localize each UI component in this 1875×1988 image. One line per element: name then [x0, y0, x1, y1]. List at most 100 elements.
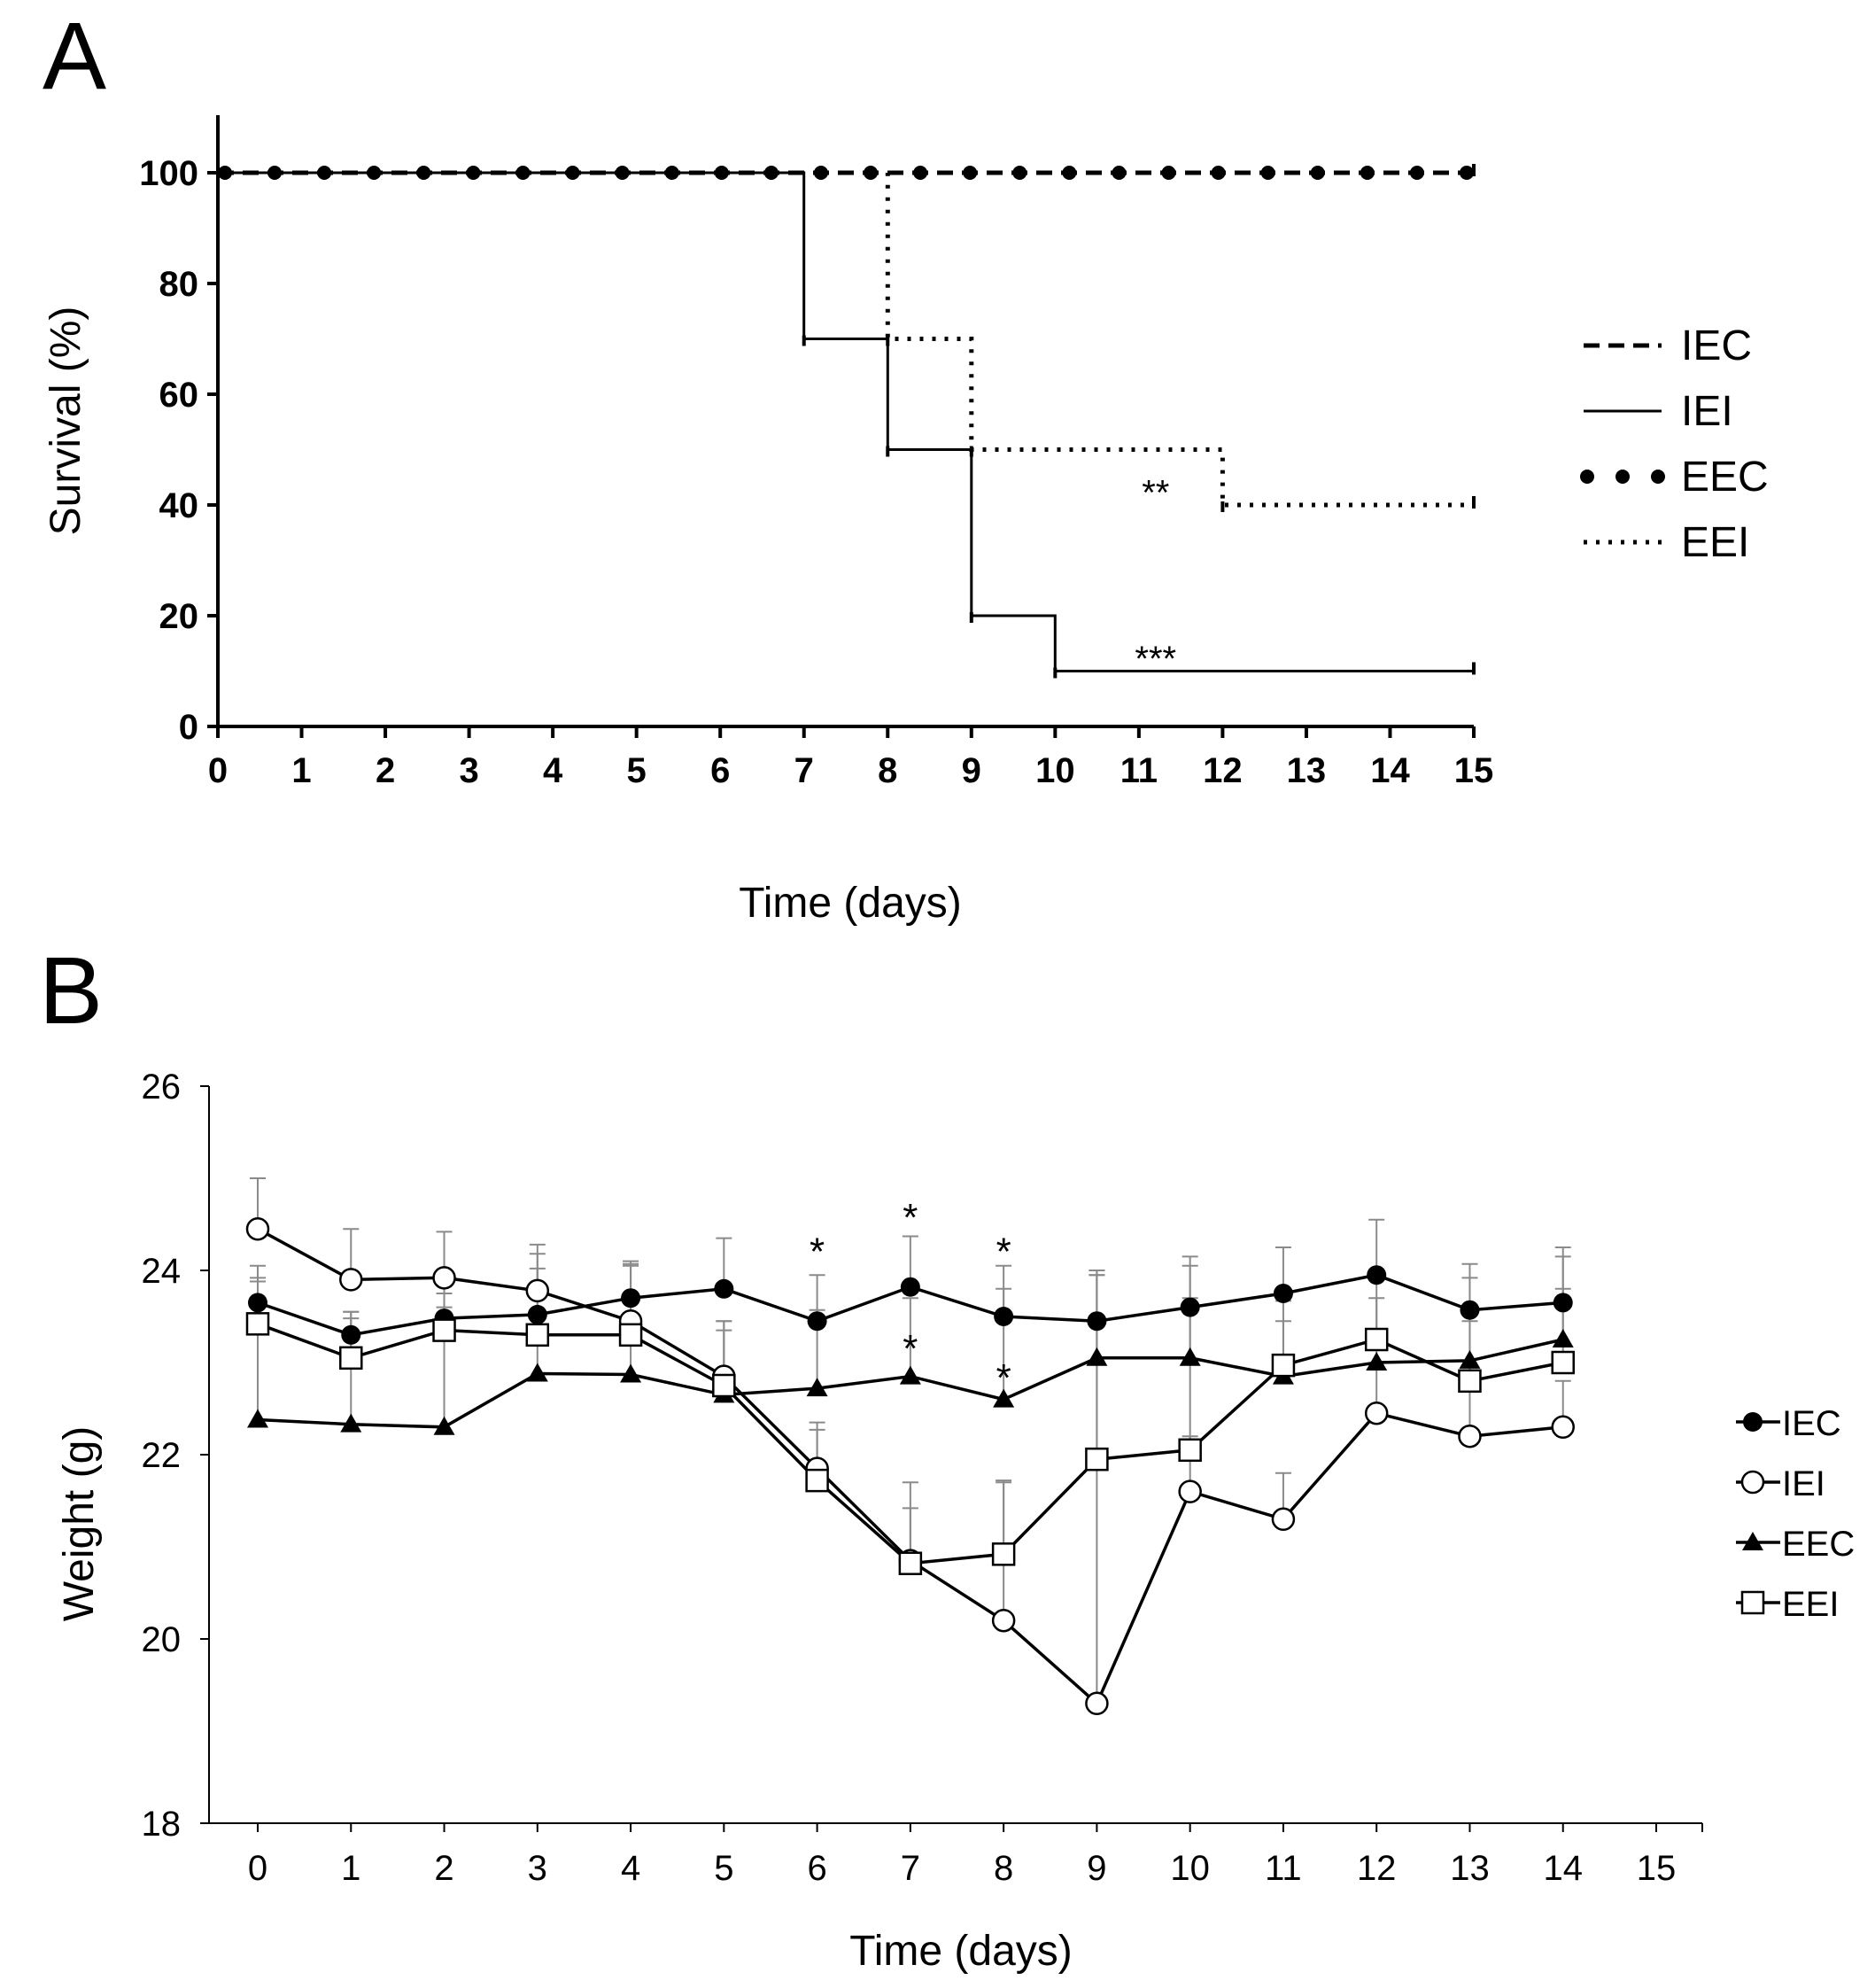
series-eec-dot [1062, 166, 1077, 180]
marker-open-circle [1178, 1479, 1202, 1503]
series-eec-dot [1112, 166, 1127, 180]
marker-open-square [991, 1542, 1016, 1566]
marker-filled-circle [1743, 1412, 1763, 1432]
x-tick-label: 6 [807, 1849, 826, 1888]
weight-annotations: * * * * * [810, 1196, 1011, 1400]
marker-filled-triangle [1179, 1347, 1201, 1366]
marker-open-circle [1364, 1401, 1389, 1425]
marker-filled-triangle [1366, 1352, 1388, 1371]
y-tick-label: 60 [159, 376, 199, 415]
x-tick-label: 11 [1265, 1849, 1302, 1888]
marker-filled-triangle [247, 1409, 268, 1428]
marker-filled-circle [714, 1278, 734, 1299]
series-eec-dot [1211, 166, 1226, 180]
marker-open-square [1178, 1438, 1202, 1463]
x-tick-label: 14 [1370, 751, 1410, 790]
legend-marker [1651, 470, 1665, 484]
legend-label: IEI [1782, 1464, 1825, 1503]
x-tick-label: 9 [962, 751, 981, 790]
series-eec-dot [615, 166, 630, 180]
x-tick-label: 1 [291, 751, 311, 790]
legend-marker [1580, 470, 1594, 484]
significance-mark: * [903, 1196, 918, 1239]
marker-open-square [618, 1323, 643, 1347]
significance-mark: ** [1142, 473, 1169, 512]
series-eec-dot [763, 166, 779, 180]
weight-series [245, 1216, 1575, 1716]
marker-filled-circle [900, 1277, 920, 1297]
marker-filled-triangle [1552, 1329, 1574, 1347]
marker-filled-triangle [1086, 1347, 1108, 1366]
series-eec-dot [267, 166, 283, 180]
marker-filled-triangle [806, 1378, 828, 1397]
x-tick-label: 12 [1357, 1849, 1397, 1888]
x-tick-label: 7 [794, 751, 814, 790]
marker-open-square [1271, 1353, 1296, 1378]
y-tick-label: 20 [159, 597, 199, 636]
series-eec-dot [1161, 166, 1176, 180]
legend-label: EEI [1681, 519, 1749, 566]
series-eec-dot [1409, 166, 1424, 180]
series-eec-dot [218, 166, 232, 180]
x-tick-label: 10 [1035, 751, 1075, 790]
marker-filled-triangle [1742, 1532, 1763, 1550]
marker-open-square [525, 1323, 550, 1347]
marker-open-circle [1271, 1507, 1296, 1532]
marker-open-circle [1551, 1415, 1575, 1440]
x-tick-label: 2 [376, 751, 395, 790]
marker-filled-circle [994, 1307, 1014, 1326]
series-eec-dot [1310, 166, 1325, 180]
marker-open-circle [432, 1266, 456, 1290]
significance-mark: * [996, 1231, 1011, 1274]
legend-label: IEC [1681, 322, 1752, 369]
x-tick-label: 9 [1087, 1849, 1106, 1888]
series-eec-dot [714, 166, 729, 180]
series-iei [218, 171, 1474, 672]
marker-filled-circle [341, 1324, 361, 1345]
legend-label: EEC [1782, 1525, 1855, 1564]
marker-open-square [1085, 1447, 1109, 1472]
series-eec-dot [963, 166, 978, 180]
series-eec-dot [1260, 166, 1275, 180]
y-tick-label: 40 [159, 486, 199, 525]
marker-filled-triangle [1459, 1349, 1481, 1369]
marker-filled-triangle [340, 1413, 362, 1433]
y-tick-label: 26 [142, 1068, 182, 1107]
marker-open-square [1551, 1350, 1575, 1375]
marker-open-square [432, 1318, 456, 1342]
marker-open-square [805, 1468, 829, 1493]
marker-filled-circle [1367, 1265, 1387, 1285]
legend-label: EEI [1782, 1585, 1839, 1624]
marker-open-circle [1458, 1424, 1482, 1448]
x-tick-label: 8 [994, 1849, 1013, 1888]
y-tick-label: 24 [142, 1252, 182, 1291]
x-tick-label: 5 [714, 1849, 733, 1888]
survival-xlabel: Time (days) [739, 880, 962, 927]
series-eec-dot [565, 166, 580, 180]
marker-filled-circle [1273, 1284, 1293, 1303]
series-eec-dot [864, 166, 879, 180]
series-eec-dot [1012, 166, 1027, 180]
x-tick-label: 8 [878, 751, 897, 790]
marker-filled-circle [1180, 1297, 1200, 1317]
marker-open-circle [245, 1216, 270, 1241]
x-tick-label: 13 [1287, 751, 1327, 790]
weight-ylabel: Weight (g) [56, 1426, 103, 1622]
marker-open-square [712, 1373, 736, 1398]
marker-open-square [245, 1312, 270, 1336]
significance-mark: * [996, 1356, 1011, 1400]
series-eec-dot [515, 166, 531, 180]
marker-filled-triangle [993, 1388, 1015, 1408]
series-eec-dot [813, 166, 828, 180]
x-tick-label: 13 [1450, 1849, 1490, 1888]
x-tick-label: 1 [341, 1849, 360, 1888]
significance-mark: * [810, 1231, 825, 1274]
x-tick-label: 7 [901, 1849, 920, 1888]
panel-b-letter: B [39, 936, 103, 1044]
series-eec-dot [317, 166, 332, 180]
weight-legend: IEC IEI EEC EEI [1736, 1404, 1855, 1624]
